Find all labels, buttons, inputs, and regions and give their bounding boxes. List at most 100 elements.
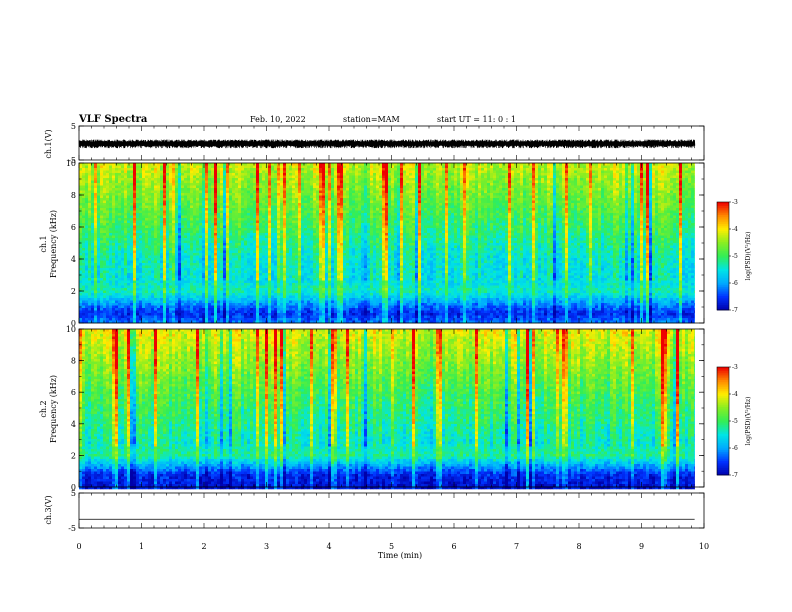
spectrogram-cell	[319, 193, 323, 196]
spectrogram-cell	[574, 193, 578, 196]
spectrogram-cell	[631, 193, 635, 196]
spectrogram-cell	[268, 175, 272, 179]
spectrogram-cell	[271, 178, 275, 181]
spectrogram-cell	[460, 195, 464, 199]
spectrogram-cell	[448, 168, 452, 171]
spectrogram-cell	[646, 215, 650, 219]
spectrogram-cell	[592, 215, 596, 219]
spectrogram-cell	[340, 195, 344, 199]
spectrogram-cell	[445, 218, 449, 221]
spectrogram-cell	[364, 175, 368, 179]
spectrogram-cell	[598, 190, 602, 194]
spectrogram-cell	[598, 163, 602, 166]
spectrogram-cell	[553, 213, 557, 216]
spectrogram-cell	[520, 165, 524, 169]
spectrogram-cell	[118, 203, 122, 206]
spectrogram-cell	[637, 200, 641, 204]
spectrogram-cell	[229, 205, 233, 209]
spectrogram-cell	[160, 193, 164, 196]
spectrogram-cell	[319, 175, 323, 179]
spectrogram-cell	[265, 168, 269, 171]
spectrogram-cell	[550, 210, 554, 214]
spectrogram-cell	[88, 163, 92, 166]
spectrogram-cell	[106, 193, 110, 196]
spectrogram-cell	[322, 163, 326, 166]
spectrogram-cell	[196, 185, 200, 189]
spectrogram-cell	[178, 168, 182, 171]
spectrogram-cell	[262, 185, 266, 189]
spectrogram-cell	[397, 193, 401, 196]
spectrogram-cell	[571, 198, 575, 201]
spectrogram-cell	[589, 218, 593, 221]
spectrogram-cell	[334, 220, 338, 224]
spectrogram-cell	[571, 218, 575, 221]
spectrogram-cell	[592, 210, 596, 214]
spectrogram-cell	[460, 213, 464, 216]
spectrogram-cell	[577, 193, 581, 196]
spectrogram-cell	[211, 175, 215, 179]
spectrogram-cell	[316, 213, 320, 216]
spectrogram-cell	[484, 165, 488, 169]
spectrogram-cell	[508, 195, 512, 199]
spectrogram-cell	[229, 163, 233, 166]
spectrogram-cell	[364, 170, 368, 174]
spectrogram-cell	[463, 198, 467, 201]
spectrogram-cell	[553, 173, 557, 176]
spectrogram-cell	[469, 165, 473, 169]
spectrogram-cell	[460, 183, 464, 186]
spectrogram-cell	[337, 170, 341, 174]
spectrogram-cell	[250, 168, 254, 171]
spectrogram-cell	[634, 183, 638, 186]
spectrogram-cell	[343, 215, 347, 219]
spectrogram-cell	[613, 168, 617, 171]
spectrogram-cell	[451, 215, 455, 219]
spectrogram-cell	[154, 185, 158, 189]
spectrogram-cell	[589, 210, 593, 214]
spectrogram-cell	[106, 188, 110, 191]
spectrogram-cell	[148, 188, 152, 191]
spectrogram-cell	[340, 178, 344, 181]
spectrogram-cell	[604, 190, 608, 194]
spectrogram-cell	[472, 175, 476, 179]
spectrogram-cell	[475, 180, 479, 184]
spectrogram-cell	[100, 200, 104, 204]
spectrogram-cell	[475, 193, 479, 196]
spectrogram-cell	[121, 163, 125, 166]
spectrogram-cell	[148, 163, 152, 166]
spectrogram-cell	[658, 183, 662, 186]
spectrogram-cell	[613, 213, 617, 216]
spectrogram-cell	[436, 213, 440, 216]
spectrogram-cell	[268, 215, 272, 219]
spectrogram-cell	[688, 173, 692, 176]
spectrogram-cell	[667, 205, 671, 209]
spectrogram-cell	[463, 175, 467, 179]
spectrogram-cell	[346, 193, 350, 196]
spectrogram-cell	[532, 178, 536, 181]
spectrogram-cell	[292, 205, 296, 209]
spectrogram-cell	[451, 200, 455, 204]
spectrogram-cell	[211, 173, 215, 176]
spectrogram-cell	[313, 195, 317, 199]
spectrogram-cell	[382, 205, 386, 209]
spectrogram-cell	[508, 218, 512, 221]
spectrogram-cell	[415, 200, 419, 204]
spectrogram-cell	[649, 210, 653, 214]
spectrogram-cell	[526, 218, 530, 221]
spectrogram-cell	[475, 208, 479, 211]
spectrogram-cell	[613, 203, 617, 206]
spectrogram-cell	[685, 203, 689, 206]
spectrogram-cell	[292, 180, 296, 184]
spectrogram-cell	[205, 198, 209, 201]
spectrogram-cell	[661, 163, 665, 166]
spectrogram-cell	[562, 213, 566, 216]
spectrogram-cell	[490, 193, 494, 196]
spectrogram-cell	[436, 193, 440, 196]
spectrogram-cell	[514, 210, 518, 214]
spectrogram-cell	[163, 198, 167, 201]
spectrogram-cell	[367, 175, 371, 179]
spectrogram-cell	[286, 193, 290, 196]
spectrogram-cell	[610, 210, 614, 214]
spectrogram-cell	[406, 168, 410, 171]
spectrogram-cell	[565, 178, 569, 181]
spectrogram-cell	[610, 203, 614, 206]
